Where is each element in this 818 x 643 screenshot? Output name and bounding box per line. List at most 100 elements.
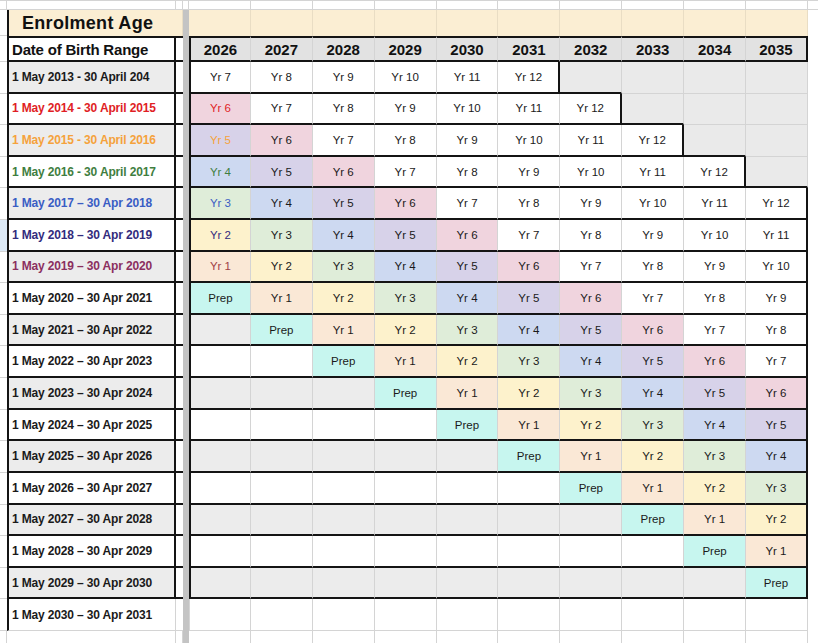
cell-2035[interactable]: Yr 9: [746, 283, 808, 315]
cell-2027[interactable]: [251, 410, 313, 442]
cell-2027[interactable]: [251, 599, 313, 631]
cell-2028[interactable]: [313, 505, 375, 537]
cell-2028[interactable]: Yr 3: [313, 252, 375, 284]
year-header-2028[interactable]: 2028: [313, 36, 375, 62]
cell-2029[interactable]: Yr 6: [375, 188, 437, 220]
cell-2035[interactable]: Yr 4: [746, 441, 808, 473]
cell-2030[interactable]: Yr 4: [437, 283, 499, 315]
cell-2026[interactable]: [189, 568, 251, 600]
cell-2034[interactable]: [684, 599, 746, 631]
cell-2030[interactable]: Yr 1: [437, 378, 499, 410]
cell-2026[interactable]: [189, 473, 251, 505]
cell-2034[interactable]: Yr 9: [684, 252, 746, 284]
dob-range-cell[interactable]: 1 May 2020 – 30 Apr 2021: [7, 283, 176, 315]
cell-2030[interactable]: [437, 599, 499, 631]
cell-2035[interactable]: Yr 8: [746, 315, 808, 347]
cell-2029[interactable]: Yr 2: [375, 315, 437, 347]
year-header-2032[interactable]: 2032: [560, 36, 622, 62]
cell-2035[interactable]: Yr 5: [746, 410, 808, 442]
cell-2030[interactable]: Yr 3: [437, 315, 499, 347]
dob-range-cell[interactable]: 1 May 2014 - 30 April 2015: [7, 94, 176, 126]
cell-2029[interactable]: [375, 568, 437, 600]
cell-2026[interactable]: [189, 599, 251, 631]
cell-2027[interactable]: Yr 1: [251, 283, 313, 315]
cell-2034[interactable]: [684, 94, 746, 126]
cell-2031[interactable]: Yr 5: [498, 283, 560, 315]
cell-2028[interactable]: Yr 1: [313, 315, 375, 347]
year-header-2034[interactable]: 2034: [684, 36, 746, 62]
cell-2027[interactable]: [251, 505, 313, 537]
dob-range-cell[interactable]: 1 May 2015 - 30 April 2016: [7, 125, 176, 157]
cell-2032[interactable]: [560, 62, 622, 94]
cell-2035[interactable]: Yr 6: [746, 378, 808, 410]
year-header-2027[interactable]: 2027: [251, 36, 313, 62]
year-header-2030[interactable]: 2030: [437, 36, 499, 62]
cell-2033[interactable]: Yr 11: [622, 157, 684, 189]
year-header-2026[interactable]: 2026: [189, 36, 251, 62]
cell-2027[interactable]: Yr 5: [251, 157, 313, 189]
cell-2030[interactable]: Prep: [437, 410, 499, 442]
cell-2027[interactable]: [251, 378, 313, 410]
cell-2035[interactable]: Yr 12: [746, 188, 808, 220]
cell-2030[interactable]: Yr 6: [437, 220, 499, 252]
cell-2034[interactable]: Yr 1: [684, 505, 746, 537]
cell-2032[interactable]: Yr 1: [560, 441, 622, 473]
cell-2026[interactable]: Yr 2: [189, 220, 251, 252]
dob-range-cell[interactable]: 1 May 2024 – 30 Apr 2025: [7, 410, 176, 442]
cell-2028[interactable]: Prep: [313, 346, 375, 378]
cell-2027[interactable]: Yr 3: [251, 220, 313, 252]
cell-2029[interactable]: Yr 5: [375, 220, 437, 252]
cell-2029[interactable]: Prep: [375, 378, 437, 410]
cell-2027[interactable]: [251, 441, 313, 473]
cell-2028[interactable]: Yr 7: [313, 125, 375, 157]
cell-2026[interactable]: Yr 1: [189, 252, 251, 284]
cell-2034[interactable]: Yr 12: [684, 157, 746, 189]
cell-2032[interactable]: Yr 12: [560, 94, 622, 126]
cell-2033[interactable]: Yr 9: [622, 220, 684, 252]
cell-2035[interactable]: Yr 11: [746, 220, 808, 252]
cell-2027[interactable]: Yr 6: [251, 125, 313, 157]
cell-2031[interactable]: [498, 599, 560, 631]
dob-range-cell[interactable]: 1 May 2019 – 30 Apr 2020: [7, 252, 176, 284]
cell-2027[interactable]: Prep: [251, 315, 313, 347]
table-title[interactable]: Enrolment Age: [7, 10, 183, 36]
dob-range-cell[interactable]: 1 May 2017 – 30 Apr 2018: [7, 188, 176, 220]
cell-2030[interactable]: [437, 441, 499, 473]
cell-2029[interactable]: [375, 441, 437, 473]
dob-range-cell[interactable]: 1 May 2030 – 30 Apr 2031: [7, 599, 176, 631]
dob-range-cell[interactable]: 1 May 2027 – 30 Apr 2028: [7, 505, 176, 537]
cell-2029[interactable]: [375, 473, 437, 505]
cell-2034[interactable]: Yr 2: [684, 473, 746, 505]
cell-2035[interactable]: [746, 157, 808, 189]
cell-2035[interactable]: Yr 10: [746, 252, 808, 284]
cell-2031[interactable]: Yr 2: [498, 378, 560, 410]
dob-range-cell[interactable]: 1 May 2013 - 30 April 204: [7, 62, 176, 94]
cell-2026[interactable]: Yr 5: [189, 125, 251, 157]
cell-2028[interactable]: Yr 2: [313, 283, 375, 315]
dob-range-cell[interactable]: 1 May 2023 – 30 Apr 2024: [7, 378, 176, 410]
cell-2034[interactable]: [684, 568, 746, 600]
cell-2031[interactable]: [498, 568, 560, 600]
cell-2032[interactable]: Yr 10: [560, 157, 622, 189]
cell-2035[interactable]: [746, 125, 808, 157]
cell-2034[interactable]: Yr 3: [684, 441, 746, 473]
cell-2032[interactable]: [560, 599, 622, 631]
cell-2035[interactable]: Yr 3: [746, 473, 808, 505]
cell-2030[interactable]: [437, 505, 499, 537]
year-header-2035[interactable]: 2035: [746, 36, 808, 62]
cell-2033[interactable]: Yr 8: [622, 252, 684, 284]
cell-2029[interactable]: [375, 410, 437, 442]
cell-2029[interactable]: Yr 1: [375, 346, 437, 378]
cell-2028[interactable]: Yr 9: [313, 62, 375, 94]
cell-2030[interactable]: Yr 5: [437, 252, 499, 284]
cell-2033[interactable]: Yr 2: [622, 441, 684, 473]
cell-2033[interactable]: Yr 7: [622, 283, 684, 315]
cell-2033[interactable]: [622, 94, 684, 126]
cell-2026[interactable]: Yr 7: [189, 62, 251, 94]
dob-range-cell[interactable]: 1 May 2025 – 30 Apr 2026: [7, 441, 176, 473]
dob-range-cell[interactable]: 1 May 2022 – 30 Apr 2023: [7, 346, 176, 378]
cell-2032[interactable]: Yr 9: [560, 188, 622, 220]
dob-range-cell[interactable]: 1 May 2029 – 30 Apr 2030: [7, 568, 176, 600]
cell-2030[interactable]: Yr 10: [437, 94, 499, 126]
cell-2029[interactable]: Yr 10: [375, 62, 437, 94]
